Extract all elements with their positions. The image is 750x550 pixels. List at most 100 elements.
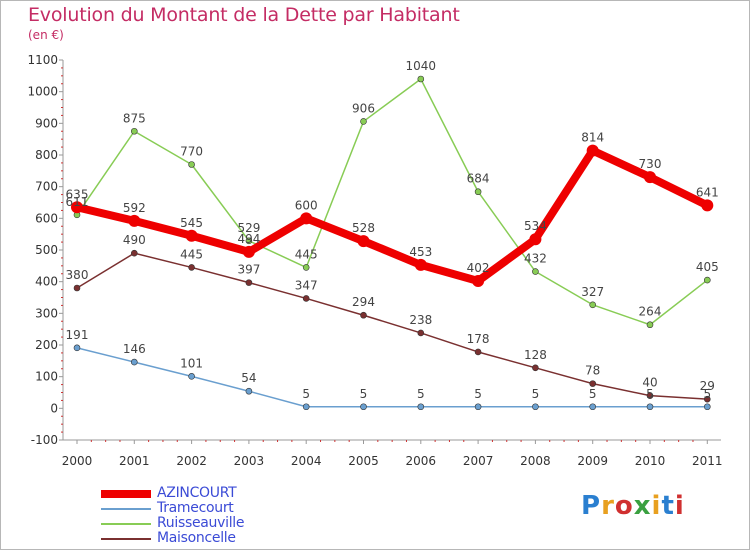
data-point (529, 233, 542, 246)
data-label: 600 (295, 198, 318, 212)
data-point (417, 329, 425, 337)
x-tick-label: 2008 (520, 454, 551, 468)
y-tick-label: 100 (35, 370, 58, 384)
data-label: 906 (352, 101, 375, 115)
data-label: 635 (66, 187, 89, 201)
data-point (131, 127, 138, 135)
x-tick-label: 2009 (577, 454, 608, 468)
data-label: 684 (467, 172, 490, 186)
logo-letter: i (674, 491, 685, 521)
data-label: 445 (295, 247, 318, 261)
y-tick-label: 800 (35, 148, 58, 162)
data-label: 453 (409, 245, 432, 259)
data-point (532, 268, 539, 275)
y-tick-label: 1100 (27, 53, 58, 67)
data-point (188, 264, 195, 271)
series-line-tramecourt (76, 347, 708, 408)
data-label: 814 (581, 131, 604, 145)
data-label: 730 (639, 157, 662, 171)
data-label: 592 (123, 201, 146, 215)
data-point (188, 373, 195, 380)
data-point (245, 387, 253, 395)
legend-label: AZINCOURT (157, 485, 237, 501)
data-point (242, 245, 255, 258)
x-tick-label: 2006 (406, 454, 437, 468)
x-tick-label: 2002 (176, 454, 207, 468)
data-point (302, 295, 310, 302)
data-point (417, 403, 425, 411)
data-point (360, 403, 367, 411)
chart-title: Evolution du Montant de la Dette par Hab… (28, 4, 460, 26)
data-point (701, 199, 714, 212)
data-label: 5 (474, 387, 482, 401)
data-label: 770 (180, 145, 203, 159)
logo-letter: x (633, 491, 652, 521)
data-point (589, 380, 597, 387)
data-label: 445 (180, 247, 203, 261)
data-label: 490 (123, 233, 146, 247)
data-label: 5 (360, 387, 368, 401)
data-point (474, 403, 482, 411)
data-point (532, 403, 539, 411)
data-point (302, 264, 310, 271)
x-tick-label: 2000 (62, 454, 93, 468)
y-tick-label: 300 (35, 306, 58, 320)
data-point (185, 229, 198, 242)
data-label: 5 (302, 387, 310, 401)
logo-letter: P (581, 491, 602, 521)
data-point (73, 344, 81, 352)
data-point (188, 161, 195, 168)
data-label: 432 (524, 252, 547, 266)
x-tick-label: 2005 (348, 454, 379, 468)
data-label: 5 (703, 387, 711, 401)
data-point (703, 395, 711, 403)
y-tick-label: 200 (35, 338, 58, 352)
data-point (589, 403, 597, 411)
x-tick-label: 2011 (692, 454, 723, 468)
logo-letter: r (601, 491, 615, 521)
data-point (131, 358, 138, 366)
data-point (128, 214, 141, 227)
data-label: 54 (241, 371, 256, 385)
y-tick-label: 400 (35, 275, 58, 289)
x-tick-label: 2003 (234, 454, 265, 468)
series-line-ruisseauville (76, 78, 708, 326)
data-label: 5 (589, 387, 597, 401)
data-point (360, 118, 367, 125)
y-tick-label: 500 (35, 243, 58, 257)
data-point (300, 212, 313, 225)
data-label: 397 (237, 263, 260, 277)
data-label: 380 (66, 268, 89, 282)
data-point (302, 403, 310, 411)
y-tick-label: -100 (31, 433, 58, 447)
data-label: 1040 (406, 59, 437, 73)
data-label: 5 (532, 387, 540, 401)
data-label: 29 (700, 379, 715, 393)
data-label: 641 (696, 185, 719, 199)
chart-subtitle: (en €) (28, 28, 64, 42)
data-label: 40 (642, 376, 657, 390)
data-point (245, 279, 253, 286)
data-point (532, 364, 539, 372)
data-label: 146 (123, 342, 146, 356)
x-tick-label: 2010 (635, 454, 666, 468)
data-label: 5 (417, 387, 425, 401)
data-point (472, 275, 485, 288)
data-point (646, 321, 654, 329)
data-point (589, 301, 597, 309)
data-label: 264 (639, 305, 662, 319)
data-label: 191 (66, 328, 89, 342)
data-label: 327 (581, 285, 604, 299)
legend-label: Ruisseauville (157, 515, 245, 531)
data-label: 528 (352, 221, 375, 235)
data-point (703, 403, 711, 411)
data-point (474, 188, 482, 196)
y-tick-label: 0 (50, 401, 58, 415)
y-tick-label: 1000 (27, 85, 58, 99)
legend-swatch (101, 538, 151, 540)
data-label: 128 (524, 348, 547, 362)
data-point (357, 235, 370, 248)
x-tick-label: 2004 (291, 454, 322, 468)
y-tick-label: 700 (35, 180, 58, 194)
